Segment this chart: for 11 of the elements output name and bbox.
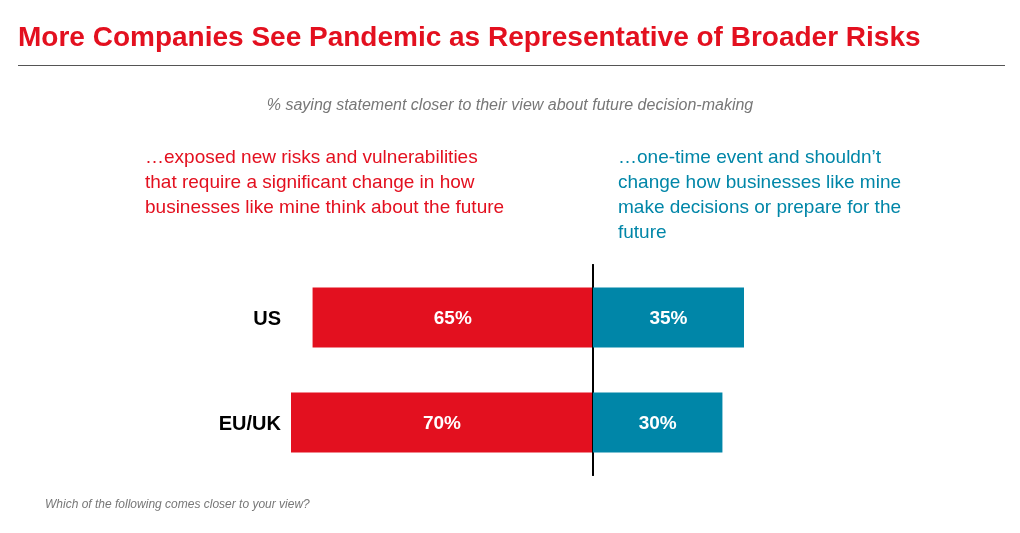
- chart-subtitle: % saying statement closer to their view about future decision-making: [266, 95, 754, 113]
- y-tick-label: US: [253, 306, 281, 329]
- chart-title: More Companies See Pandemic as Representative of Broader Risks: [18, 20, 921, 52]
- text: Which of the following comes closer to your view?: [45, 497, 311, 511]
- data-label: 65%: [433, 307, 472, 328]
- data-label: 30%: [638, 412, 677, 433]
- y-tick-label: EU/UK: [218, 411, 282, 434]
- data-label: 35%: [649, 307, 688, 328]
- text: …exposed new risks and vulnerabilities that require a significant change in how businesses like mine think about the future: [145, 146, 505, 217]
- text: …one-time event and shouldn’t change how businesses like mine make decisions or prepare for the future: [618, 146, 907, 242]
- data-label: 70%: [422, 412, 462, 433]
